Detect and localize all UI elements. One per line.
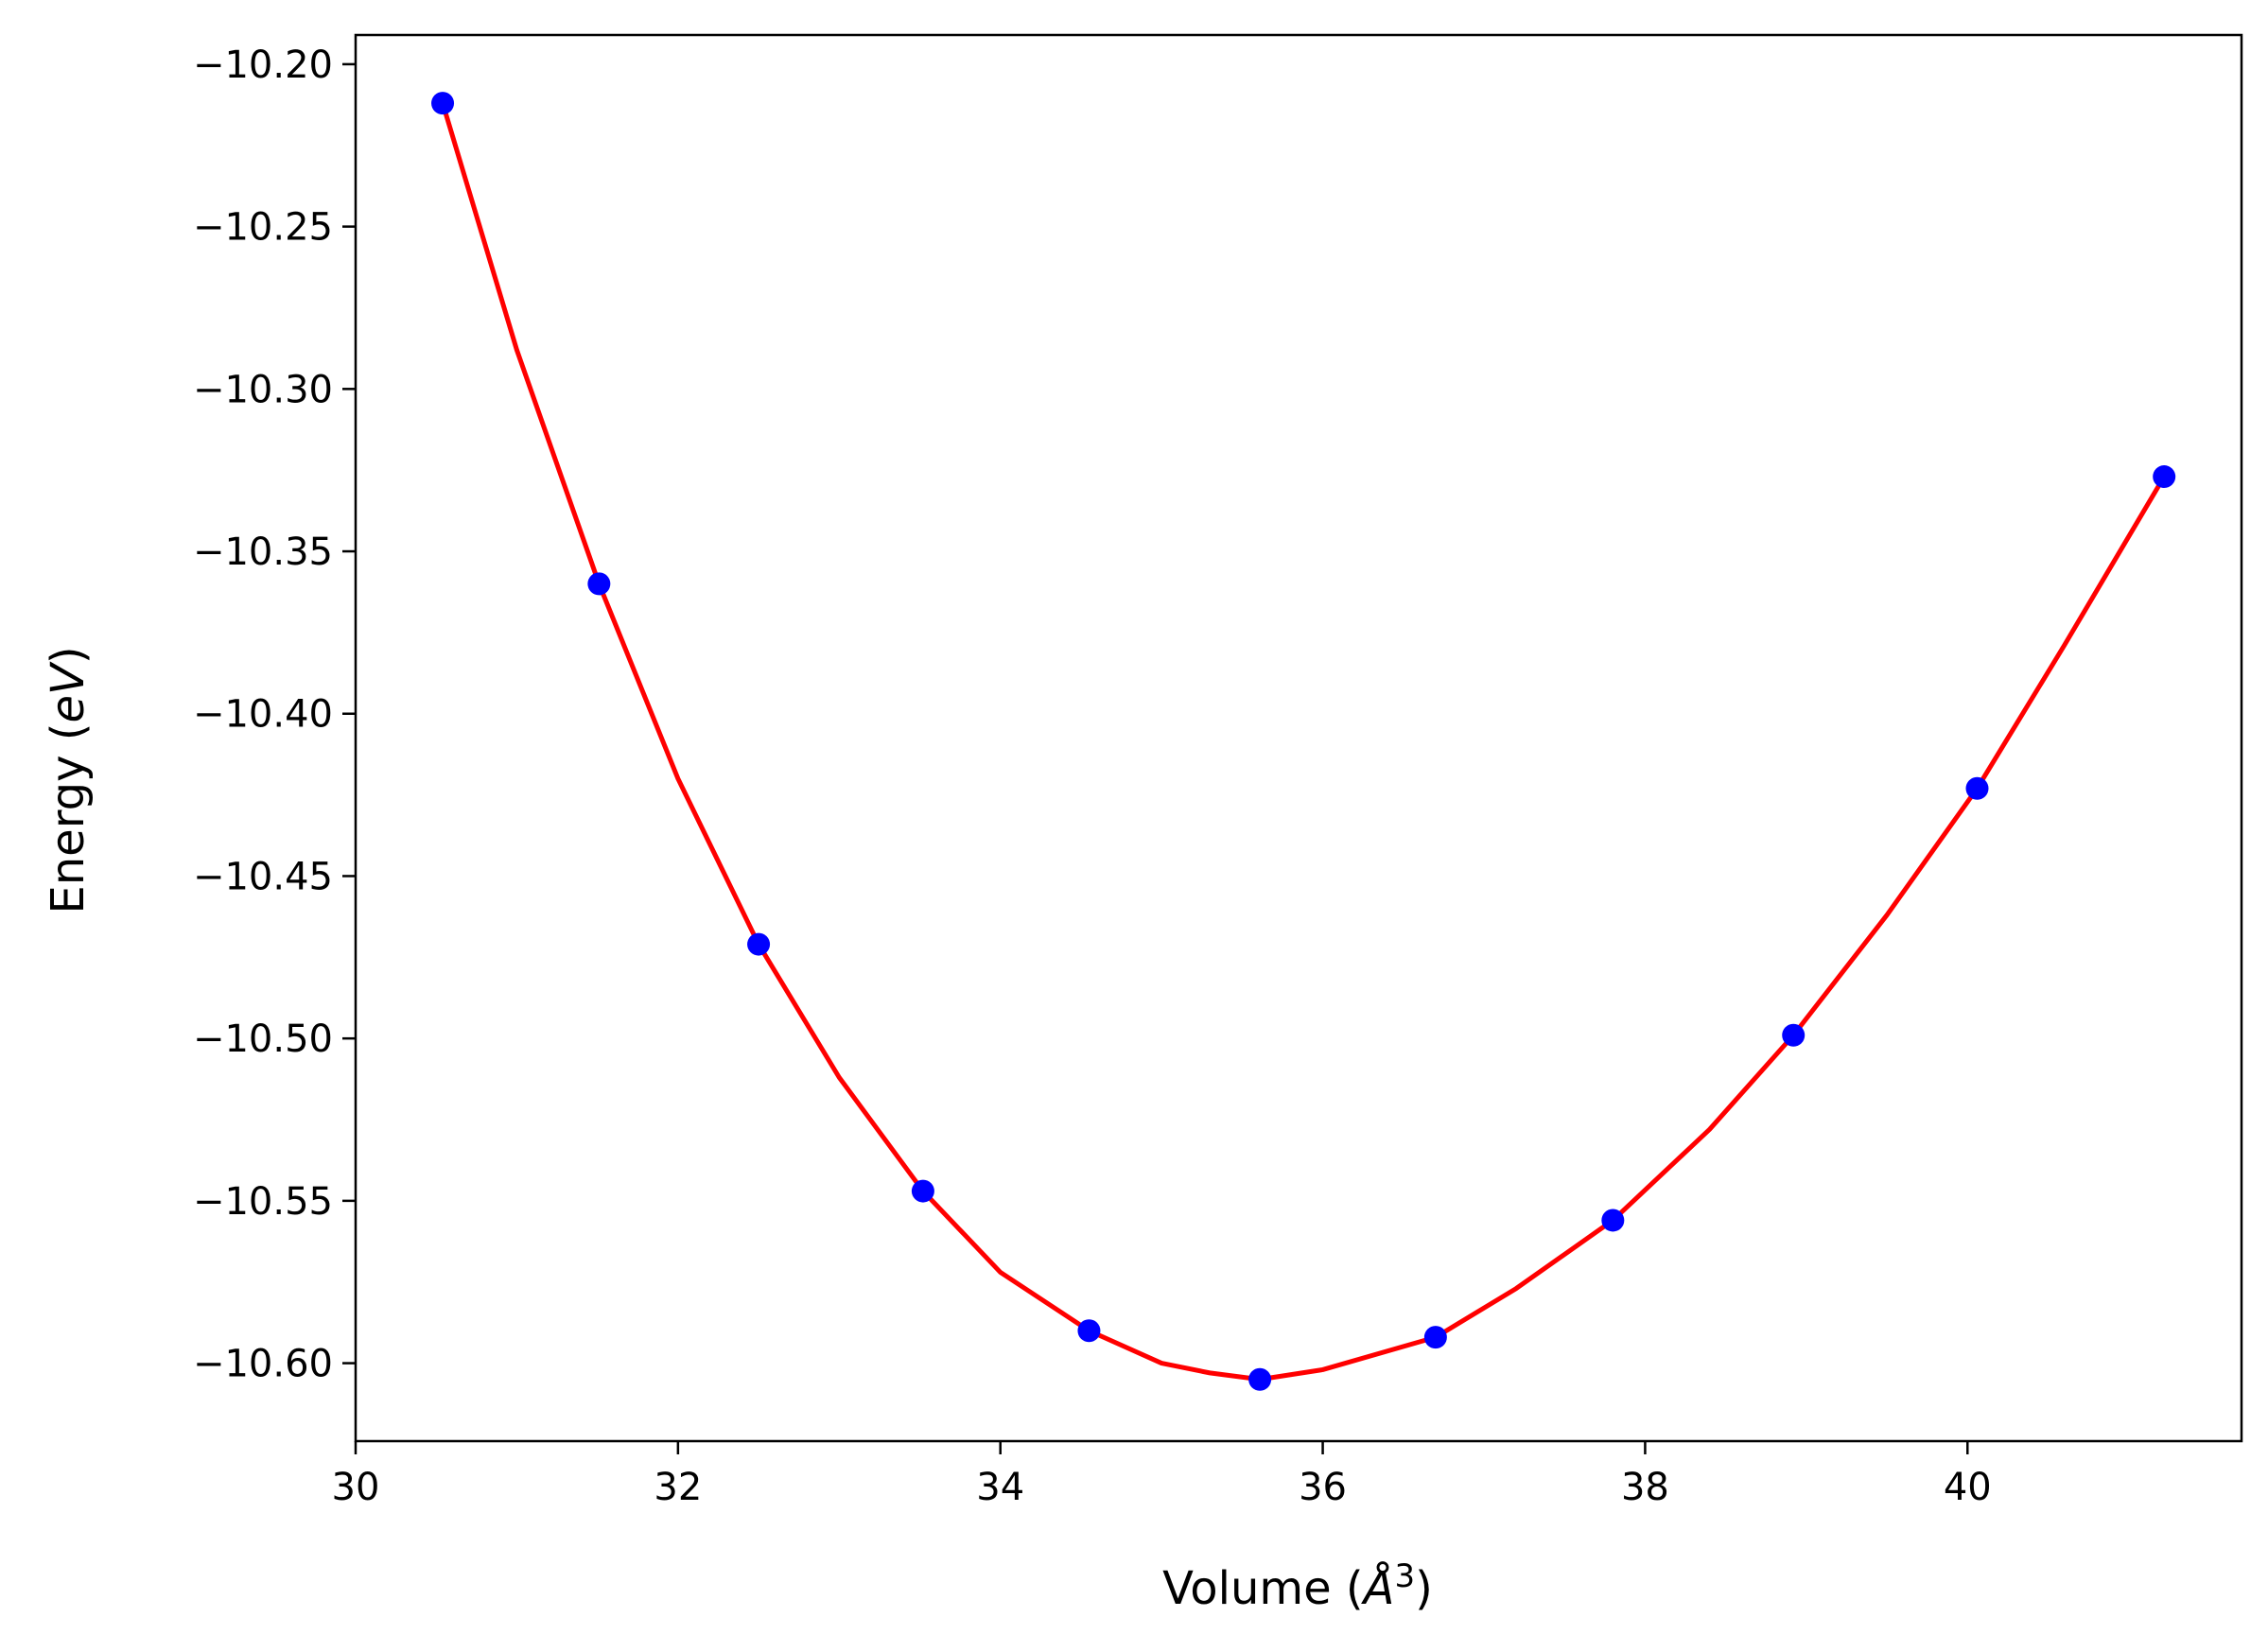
x-tick-label: 32 [654,1466,702,1509]
data-point [2153,465,2176,489]
data-point [1782,1023,1806,1047]
data-point [587,572,611,596]
x-axis-label-superscript: 3 [1394,1557,1415,1595]
y-tick-label: −10.50 [193,1017,333,1061]
fit-curve-layer [440,100,2167,1382]
data-point [747,932,771,956]
y-tick-label: −10.30 [193,368,333,411]
y-tick-label: −10.25 [193,206,333,250]
y-tick-label: −10.60 [193,1343,333,1386]
data-point [1077,1319,1101,1343]
x-tick-label: 40 [1944,1466,1992,1509]
x-tick-label: 36 [1299,1466,1347,1509]
y-axis-ticks: −10.20 −10.25 −10.30 −10.35 −10.40 −10.45 −10.… [193,43,356,1386]
y-tick-label: −10.20 [193,43,333,87]
y-tick-label: −10.55 [193,1180,333,1224]
y-tick-label: −10.40 [193,693,333,737]
x-axis-label-symbol: Å [1361,1561,1395,1615]
data-point [431,92,455,115]
fit-curve [440,100,2167,1382]
y-tick-label: −10.45 [193,855,333,898]
x-axis-label: Volume (Å3) [1162,1557,1433,1615]
data-point [1423,1326,1447,1349]
data-point [911,1179,934,1203]
y-axis-label-unit: eV [42,661,95,723]
y-tick-label: −10.35 [193,530,333,574]
x-tick-label: 30 [332,1466,380,1509]
data-point [1601,1209,1625,1232]
x-tick-label: 38 [1621,1466,1669,1509]
x-axis-ticks: 30 32 34 36 38 40 [332,1441,1992,1509]
x-tick-label: 34 [976,1466,1024,1509]
data-point [1965,776,1989,800]
plot-frame [354,33,2243,1443]
data-points-layer [431,92,2176,1391]
y-axis-label: Energy (eV) [42,646,95,913]
data-point [1248,1367,1272,1391]
